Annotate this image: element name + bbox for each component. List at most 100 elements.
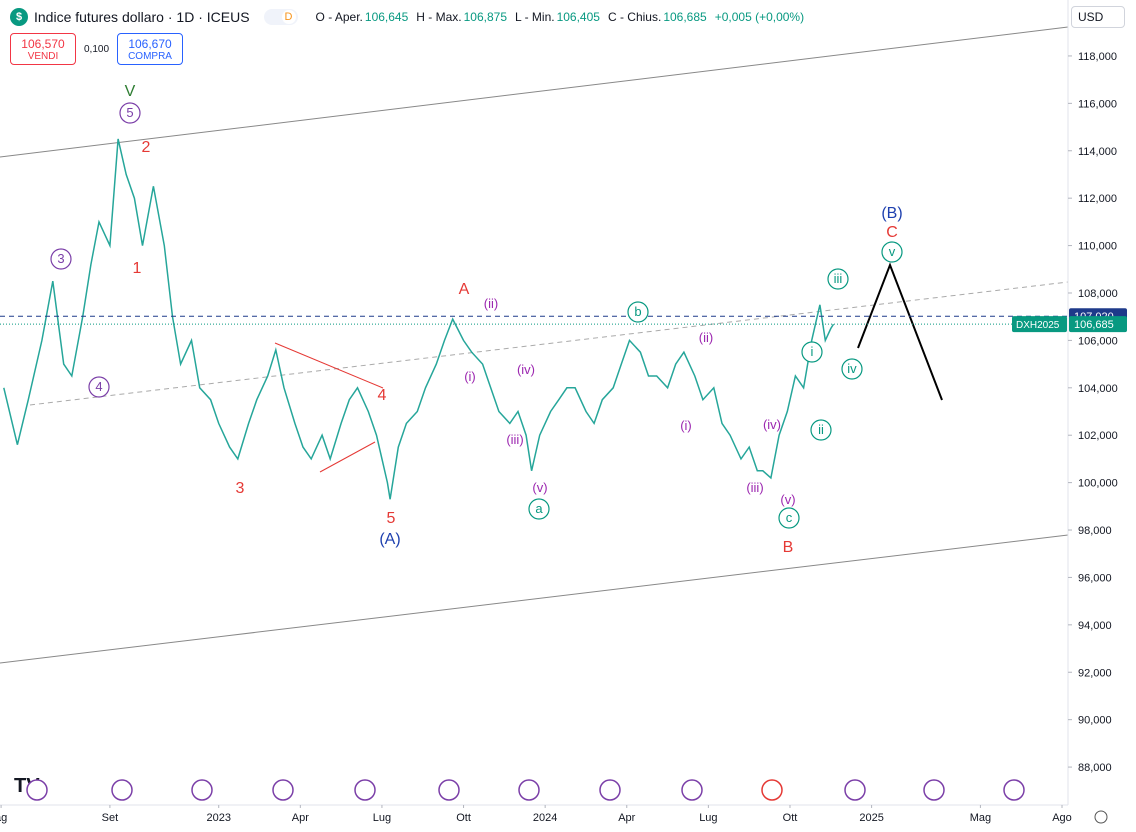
y-tick-label: 108,000 (1078, 288, 1118, 300)
y-tick-label: 98,000 (1078, 525, 1112, 537)
wave-label: (ii) (699, 330, 713, 345)
wave-label: (i) (680, 418, 692, 433)
y-tick-label: 118,000 (1078, 51, 1117, 63)
projection (857, 262, 943, 401)
sell-price: 106,570 (21, 36, 65, 51)
channel-lower (0, 534, 1069, 664)
price-badge-label: 106,685 (1074, 319, 1114, 331)
price-line (3, 138, 835, 500)
x-tick-label: Ott (783, 812, 798, 824)
buy-label: COMPRA (128, 50, 172, 62)
toggle[interactable]: D (263, 9, 298, 25)
wave-label: 3 (236, 480, 245, 497)
ohlc-label: H - Max. (416, 10, 462, 24)
header: $ Indice futures dollaro · 1D · ICEUS D … (10, 8, 812, 26)
y-tick-label: 100,000 (1078, 478, 1118, 490)
badge: D (281, 10, 296, 24)
x-tick-label: Apr (292, 812, 309, 824)
price-badge (1069, 316, 1127, 333)
x-tick-label: ag (0, 812, 7, 824)
wave-label: 1 (133, 260, 142, 277)
wave-circle (528, 498, 550, 520)
event-icon[interactable] (191, 779, 213, 801)
wave-circle (881, 241, 903, 263)
event-icon[interactable] (26, 779, 48, 801)
event-icon[interactable] (111, 779, 133, 801)
x-tick-label: 2024 (533, 812, 557, 824)
wave-label: c (786, 510, 793, 525)
wave-circle (810, 419, 832, 441)
title: Indice futures dollaro · 1D · ICEUS (34, 9, 250, 25)
event-icon[interactable] (761, 779, 783, 801)
sell-button[interactable]: 106,570 VENDI (10, 33, 76, 65)
wave-label: 5 (387, 510, 396, 527)
wave-label: (v) (532, 480, 547, 495)
wave-circle (88, 376, 110, 398)
y-tick-label: 92,000 (1078, 667, 1112, 679)
wave-label: C (886, 224, 898, 241)
event-icon[interactable] (438, 779, 460, 801)
y-tick-label: 88,000 (1078, 762, 1112, 774)
wave-label: 2 (142, 139, 151, 156)
wave-circle (627, 301, 649, 323)
currency-select[interactable]: USD (1071, 6, 1125, 28)
buy-button[interactable]: 106,670 COMPRA (117, 33, 184, 65)
wave-label: a (535, 501, 543, 516)
y-tick-label: 110,000 (1078, 241, 1117, 253)
wave-label: A (459, 281, 470, 298)
x-tick-label: Mag (970, 812, 991, 824)
wave-label: b (634, 304, 641, 319)
ohlc-value: 106,685 (663, 10, 707, 24)
triangle-upper (274, 342, 384, 389)
buy-price: 106,670 (128, 36, 172, 51)
x-tick-label: Ott (456, 812, 471, 824)
event-icon[interactable] (599, 779, 621, 801)
event-icon[interactable] (681, 779, 703, 801)
x-tick-label: 2025 (859, 812, 883, 824)
x-tick-label: Lug (373, 812, 391, 824)
trend-dashed (29, 281, 1069, 406)
event-icon[interactable] (1003, 779, 1025, 801)
event-icon[interactable] (923, 779, 945, 801)
wave-circle (778, 507, 800, 529)
ohlc: O - Aper. 106,645 H - Max. 106,875 L - Min. 1… (316, 10, 813, 24)
wave-label: (v) (780, 492, 795, 507)
settings-icon[interactable] (1094, 810, 1108, 824)
y-tick-label: 96,000 (1078, 572, 1112, 584)
x-tick-label: 2023 (206, 812, 230, 824)
wave-label: (ii) (484, 296, 498, 311)
ohlc-label: O - Aper. (315, 10, 363, 24)
wave-label: 4 (95, 379, 102, 394)
y-tick-label: 102,000 (1078, 430, 1118, 442)
event-icon[interactable] (272, 779, 294, 801)
event-icon[interactable] (518, 779, 540, 801)
event-icon[interactable] (844, 779, 866, 801)
x-tick-label: Ago (1052, 812, 1072, 824)
y-tick-label: 116,000 (1078, 98, 1117, 110)
ohlc-value: 106,645 (364, 10, 409, 24)
x-tick-label: Lug (699, 812, 717, 824)
y-tick-label: 106,000 (1078, 335, 1118, 347)
y-tick-label: 114,000 (1078, 146, 1117, 158)
wave-label: (A) (379, 531, 400, 548)
wave-circle (827, 268, 849, 290)
trade-panel: 106,570 VENDI 0,100 106,670 COMPRA (10, 33, 184, 65)
wave-label: (iii) (746, 480, 763, 495)
spread: 0,100 (84, 43, 110, 55)
wave-label: (iv) (763, 417, 781, 432)
wave-circle (50, 248, 72, 270)
ohlc-label: L - Min. (515, 10, 555, 24)
sell-label: VENDI (27, 50, 59, 62)
y-tick-label: 104,000 (1078, 383, 1118, 395)
wave-circle (801, 341, 823, 363)
event-icon[interactable] (354, 779, 376, 801)
x-tick-label: Apr (618, 812, 635, 824)
currency: USD (1078, 10, 1104, 24)
wave-label: 4 (378, 387, 387, 404)
triangle-lower (319, 441, 376, 473)
wave-circle (841, 358, 863, 380)
symbol-badge (1012, 316, 1067, 333)
x-tick-label: Set (102, 812, 119, 824)
